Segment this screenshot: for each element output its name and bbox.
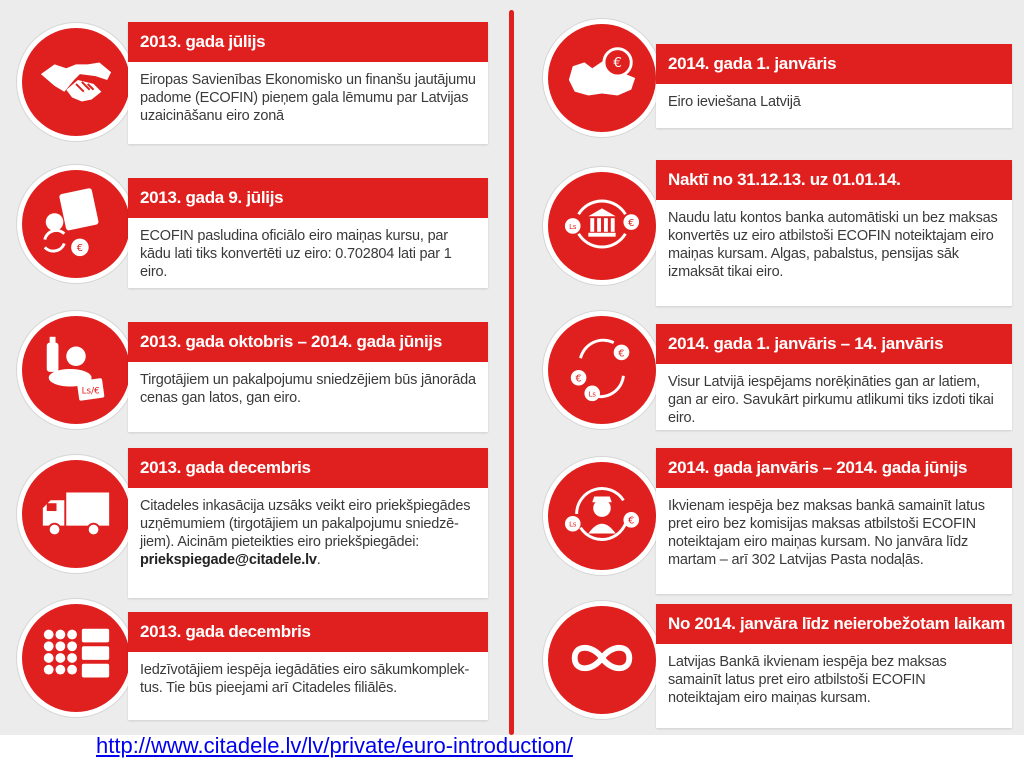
timeline-right-4-circle: Ls € <box>548 462 656 570</box>
euro-glyph: € <box>575 373 581 384</box>
timeline-left-3-title: 2013. gada oktobris – 2014. gada jūnijs <box>128 322 488 362</box>
timeline-right-1-title: 2014. gada 1. janvāris <box>656 44 1012 84</box>
timeline-right-4-card: 2014. gada janvāris – 2014. gada jūnijs … <box>656 448 1012 594</box>
handshake-icon <box>37 41 115 124</box>
timeline-left-5-circle <box>22 604 130 712</box>
timeline-right-3-text: Visur Latvijā iespējams norēķināties gan… <box>668 374 994 426</box>
timeline-right-3-circle: € € Ls <box>548 316 656 424</box>
lats-glyph: Ls <box>569 520 577 528</box>
timeline-left-4-body: Citadeles inkasācija uzsāks veikt eiro p… <box>140 498 471 550</box>
timeline-right-5-title: No 2014. janvāra līdz neierobežotam laik… <box>656 604 1012 644</box>
timeline-left-5-title: 2013. gada decembris <box>128 612 488 652</box>
timeline-left-2-circle: € <box>22 170 130 278</box>
timeline-right-2-title: Naktī no 31.12.13. uz 01.01.14. <box>656 160 1012 200</box>
truck-icon <box>37 473 115 556</box>
postman-exchange-icon: Ls € <box>563 475 641 558</box>
timeline-right-5-card: No 2014. janvāra līdz neierobežotam laik… <box>656 604 1012 728</box>
timeline-left-4-title: 2013. gada decembris <box>128 448 488 488</box>
timeline-left-4-circle <box>22 460 130 568</box>
timeline-left-3-text: Tirgotājiem un pakalpojumu sniedzējiem b… <box>140 372 476 406</box>
lats-euro-glyph: Ls/€ <box>82 386 100 396</box>
timeline-left-2-title: 2013. gada 9. jūlijs <box>128 178 488 218</box>
timeline-right-1-circle: € <box>548 24 656 132</box>
euro-glyph: € <box>618 348 624 359</box>
timeline-right-5-circle <box>548 606 656 714</box>
money-exchange-icon: € <box>37 183 115 266</box>
timeline-line <box>509 10 514 735</box>
bank-conversion-icon: Ls € <box>563 185 641 268</box>
currency-cycle-icon: € € Ls <box>563 329 641 412</box>
latvia-map-euro-icon: € <box>563 37 641 120</box>
timeline-right-4-text: Ikvienam iespēja bez maksas bankā samain… <box>668 498 985 568</box>
timeline-left-3-card: 2013. gada oktobris – 2014. gada jūnijs … <box>128 322 488 432</box>
groceries-price-tag-icon: Ls/€ <box>37 329 115 412</box>
email-link[interactable]: priekspiegade@citadele.lv <box>140 552 317 568</box>
lats-glyph: Ls <box>569 222 577 230</box>
timeline-right-3-title: 2014. gada 1. janvāris – 14. janvāris <box>656 324 1012 364</box>
euro-glyph: € <box>77 243 83 254</box>
timeline-left-3-circle: Ls/€ <box>22 316 130 424</box>
coin-kit-icon <box>37 617 115 700</box>
euro-glyph: € <box>613 55 622 71</box>
timeline-right-2-text: Naudu latu kontos banka automātiski un b… <box>668 210 998 280</box>
timeline-right-1-card: 2014. gada 1. janvāris Eiro ieviešana La… <box>656 44 1012 128</box>
timeline-right-4-title: 2014. gada janvāris – 2014. gada jūnijs <box>656 448 1012 488</box>
infographic-canvas: 2013. gada jūlijs Eiropas Savienības Eko… <box>0 0 1024 735</box>
timeline-right-3-card: 2014. gada 1. janvāris – 14. janvāris Vi… <box>656 324 1012 430</box>
timeline-left-1-card: 2013. gada jūlijs Eiropas Savienības Eko… <box>128 22 488 144</box>
lats-glyph: Ls <box>589 390 597 398</box>
timeline-left-2-text: ECOFIN pasludina oficiālo eiro maiņas ku… <box>140 228 452 280</box>
timeline-left-2-card: 2013. gada 9. jūlijs ECOFIN pasludina of… <box>128 178 488 288</box>
timeline-left-5-card: 2013. gada decembris Iedzīvotājiem iespē… <box>128 612 488 720</box>
infinity-icon <box>563 619 641 702</box>
euro-glyph: € <box>628 217 634 228</box>
timeline-left-1-text: Eiropas Savienības Ekonomisko un finanšu… <box>140 72 476 124</box>
timeline-right-2-card: Naktī no 31.12.13. uz 01.01.14. Naudu la… <box>656 160 1012 306</box>
timeline-right-2-circle: Ls € <box>548 172 656 280</box>
email-suffix: . <box>316 552 321 568</box>
source-link[interactable]: http://www.citadele.lv/lv/private/euro-i… <box>96 733 573 758</box>
timeline-left-5-text: Iedzīvotājiem iespēja iegādāties eiro sā… <box>140 662 470 696</box>
timeline-left-1-circle <box>22 28 130 136</box>
timeline-left-4-card: 2013. gada decembris Citadeles inkasācij… <box>128 448 488 598</box>
euro-glyph: € <box>628 515 634 526</box>
timeline-right-1-text: Eiro ieviešana Latvijā <box>668 94 801 110</box>
timeline-left-1-title: 2013. gada jūlijs <box>128 22 488 62</box>
timeline-right-5-text: Latvijas Bankā ikvienam iespēja bez maks… <box>668 654 947 706</box>
timeline-left-4-text: Citadeles inkasācija uzsāks veikt eiro p… <box>128 488 488 577</box>
